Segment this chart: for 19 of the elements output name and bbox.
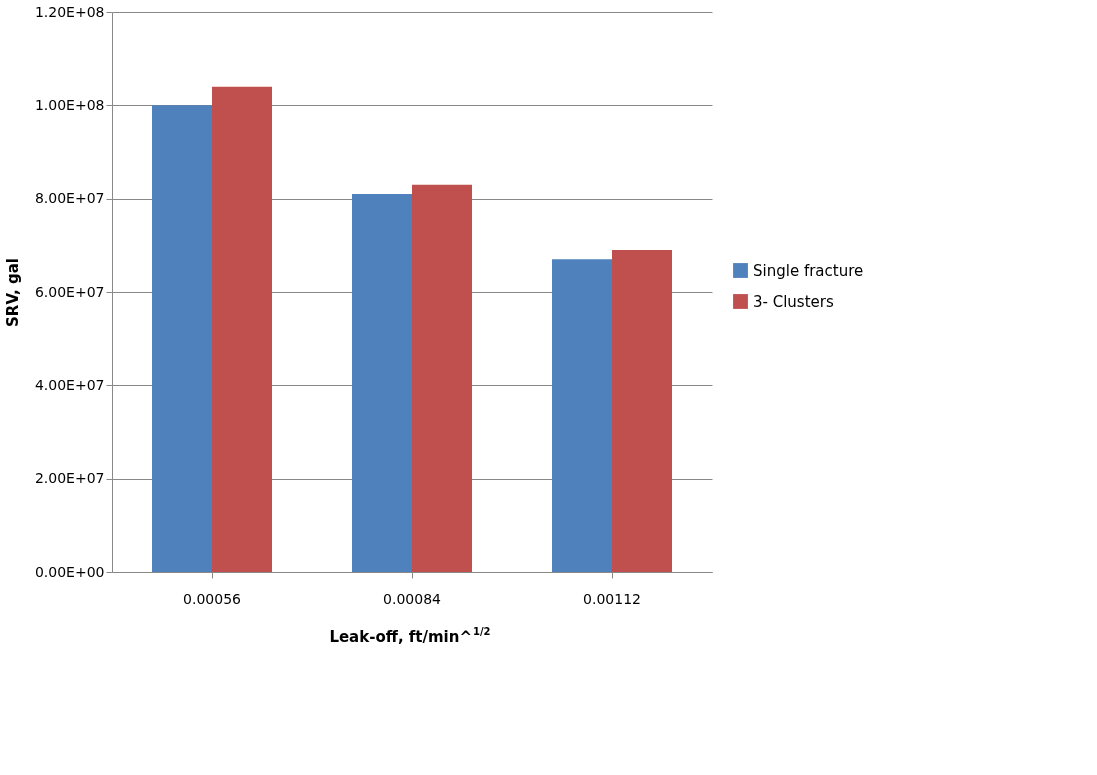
y-axis-title: SRV, gal [3,258,22,327]
y-tick-label: 4.00E+07 [34,376,105,393]
x-tick-label: 0.00084 [383,590,442,607]
bar [412,184,472,572]
bar [552,259,612,572]
x-tick-label: 0.00056 [183,590,242,607]
bar [152,105,212,572]
y-tick-label: 1.00E+08 [34,96,105,113]
bar [212,86,272,572]
y-tick-label: 6.00E+07 [34,283,105,300]
y-tick-label: 0.00E+00 [34,563,105,580]
legend-label: 3- Clusters [753,292,834,311]
x-tick-label: 0.00112 [583,590,641,607]
legend-label: Single fracture [753,261,864,280]
bar [352,194,412,572]
y-tick-label: 1.20E+08 [34,3,105,20]
bar [612,250,672,572]
y-tick-label: 2.00E+07 [34,470,105,487]
y-tick-label: 8.00E+07 [34,190,105,207]
